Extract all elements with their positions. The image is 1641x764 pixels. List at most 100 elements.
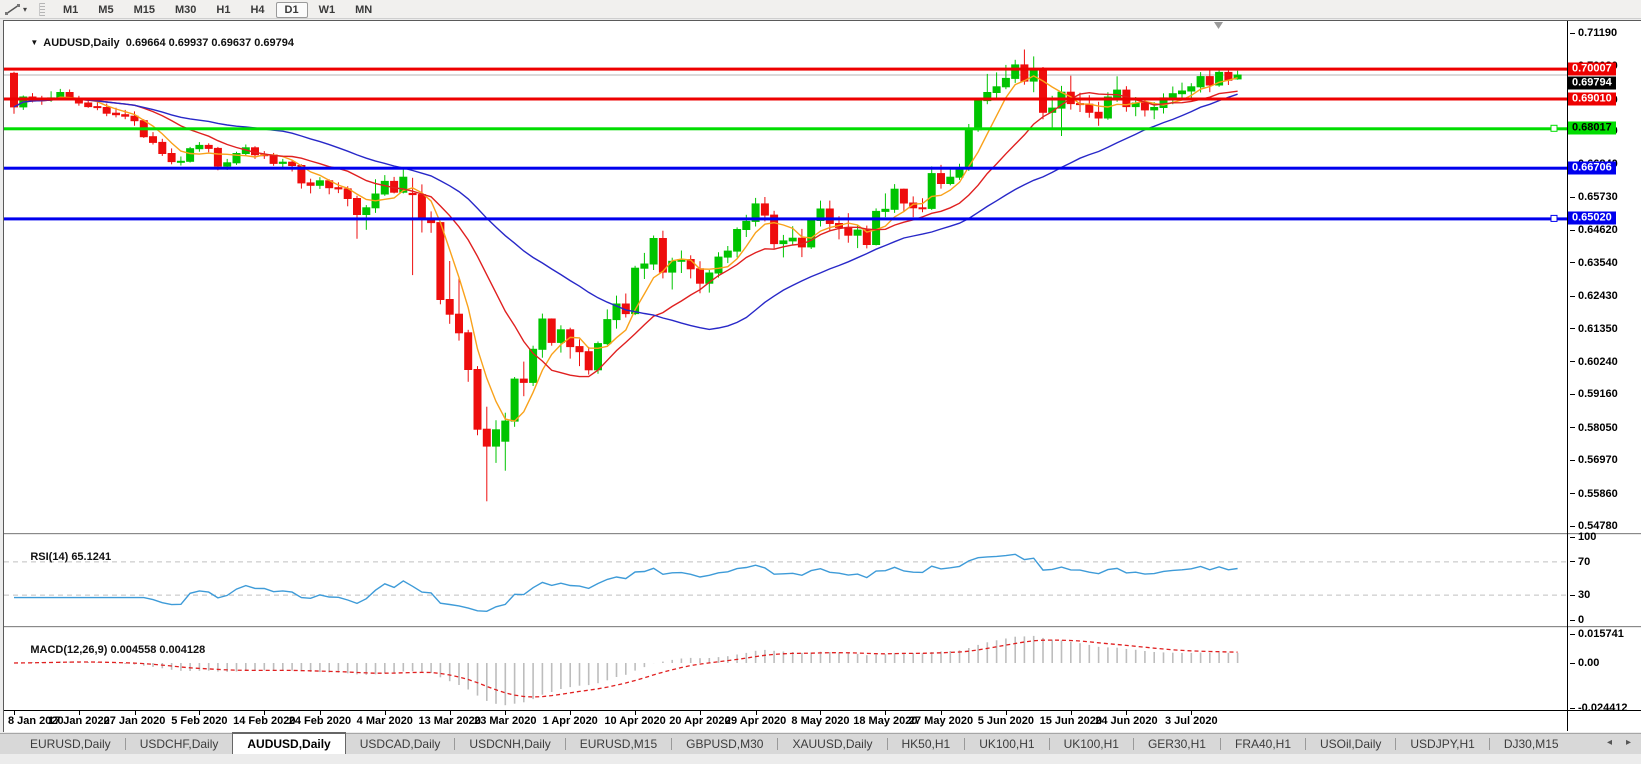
toolbar-grip[interactable] <box>39 2 46 16</box>
date-tick-mark <box>941 711 942 715</box>
chart-window: ▼ AUDUSD,Daily 0.69664 0.69937 0.69637 0.… <box>3 20 1641 732</box>
timeframe-button-mn[interactable]: MN <box>355 4 373 16</box>
macd-axis-tick: 0.015741 <box>1570 628 1624 640</box>
price-axis-tick: 0.55860 <box>1570 488 1618 500</box>
tab-separator <box>1048 738 1050 750</box>
date-label: 13 Mar 2020 <box>418 715 481 727</box>
rsi-axis-tick: 100 <box>1570 531 1596 543</box>
tab-gbpusd-m30[interactable]: GBPUSD,M30 <box>686 736 764 751</box>
tab-audusd-daily[interactable]: AUDUSD,Daily <box>232 732 346 754</box>
tab-fra40-h1[interactable]: FRA40,H1 <box>1234 736 1292 751</box>
rsi-axis-tick: 30 <box>1570 589 1590 601</box>
date-tick-mark <box>319 711 321 715</box>
timeframe-button-h1[interactable]: H1 <box>216 4 231 16</box>
top-toolbar: ▾ M1 M5 M15 M30 H1 H4 D1 W1 MN <box>0 0 1641 19</box>
date-tick-mark <box>264 711 266 715</box>
date-label: 10 Apr 2020 <box>604 715 666 727</box>
price-axis-tick: 0.63540 <box>1570 257 1618 269</box>
tab-separator <box>964 738 966 750</box>
tab-separator <box>454 738 456 750</box>
date-tick-mark <box>134 711 136 715</box>
date-label: 27 Jan 2020 <box>103 715 166 727</box>
date-tick-mark <box>1126 711 1128 715</box>
tab-usdchf-daily[interactable]: USDCHF,Daily <box>139 736 219 751</box>
date-label: 8 Jan 2020 <box>8 715 64 727</box>
price-axis-tick: 0.62430 <box>1570 290 1618 302</box>
timeframe-button-m5[interactable]: M5 <box>98 4 114 16</box>
date-label: 15 Jun 2020 <box>1039 715 1102 727</box>
chevron-down-icon[interactable]: ▾ <box>23 4 28 14</box>
tab-xauusd-daily[interactable]: XAUUSD,Daily <box>792 736 873 751</box>
tab-usoil-daily[interactable]: USOil,Daily <box>1320 736 1382 751</box>
chart-tab-bar: EURUSD,Daily USDCHF,Daily AUDUSD,Daily USDC… <box>0 732 1641 754</box>
price-axis-tick: 0.58050 <box>1570 422 1618 434</box>
date-tick-mark <box>699 711 701 715</box>
macd-axis-tick: 0.00 <box>1570 657 1599 669</box>
date-tick-mark <box>755 711 757 715</box>
date-label: 8 May 2020 <box>791 715 850 727</box>
tab-scroll-left-icon[interactable]: ◂ <box>1606 737 1612 748</box>
date-label: 5 Jun 2020 <box>977 715 1035 727</box>
date-label: 24 Feb 2020 <box>288 715 352 727</box>
date-tick-mark <box>199 711 201 715</box>
price-axis-tick: 0.56970 <box>1570 454 1618 466</box>
macd-label: MACD(12,26,9) 0.004558 0.004128 <box>30 644 206 656</box>
time-axis-line <box>4 710 1641 711</box>
tab-dj30-m15[interactable]: DJ30,M15 <box>1503 736 1559 751</box>
tab-eurusd-m15[interactable]: EURUSD,M15 <box>579 736 658 751</box>
tab-separator <box>1395 738 1397 750</box>
tab-ger30-h1[interactable]: GER30,H1 <box>1147 736 1206 751</box>
price-axis-tick: 0.60240 <box>1570 356 1618 368</box>
pane-separator[interactable] <box>4 626 1641 628</box>
timeframe-button-m15[interactable]: M15 <box>133 4 155 16</box>
date-label: 1 Apr 2020 <box>542 715 598 727</box>
date-label: 4 Mar 2020 <box>356 715 413 727</box>
chart-symbol-label: AUDUSD,Daily <box>43 37 120 49</box>
date-label: 14 Feb 2020 <box>233 715 296 727</box>
tab-separator <box>1219 738 1221 750</box>
chart-tool-button[interactable]: ▾ <box>4 2 27 17</box>
date-tick-mark <box>1191 711 1193 715</box>
hline-price-label: 0.69010 <box>1568 92 1616 105</box>
collapse-triangle-icon[interactable]: ▼ <box>30 38 39 47</box>
chart-title: ▼ AUDUSD,Daily 0.69664 0.69937 0.69637 0.… <box>12 25 294 61</box>
pane-separator[interactable] <box>4 533 1641 535</box>
price-chart-canvas[interactable] <box>4 21 1567 533</box>
timeframe-button-m1[interactable]: M1 <box>63 4 79 16</box>
hline-price-label: 0.65020 <box>1568 211 1616 225</box>
date-tick-mark <box>820 711 822 715</box>
timeframe-button-w1[interactable]: W1 <box>318 4 336 16</box>
price-axis-tick: 0.61350 <box>1570 323 1618 335</box>
tab-usdcad-daily[interactable]: USDCAD,Daily <box>359 736 441 751</box>
date-label: 23 Mar 2020 <box>474 715 537 727</box>
tab-scroll-right-icon[interactable]: ▸ <box>1625 737 1631 748</box>
rsi-indicator-canvas[interactable] <box>4 535 1567 626</box>
timeframe-button-h4[interactable]: H4 <box>250 4 265 16</box>
tab-usdcnh-daily[interactable]: USDCNH,Daily <box>469 736 551 751</box>
tab-uk100-h1[interactable]: UK100,H1 <box>1063 736 1119 751</box>
rsi-label: RSI(14) 65.1241 <box>30 551 112 563</box>
tab-eurusd-daily[interactable]: EURUSD,Daily <box>30 736 111 751</box>
price-axis-tick: 0.71190 <box>1570 27 1617 39</box>
rsi-value: 65.1241 <box>71 551 112 563</box>
current-price-label: 0.69794 <box>1568 76 1616 90</box>
timeframe-button-d1[interactable]: D1 <box>275 2 308 18</box>
date-label: 18 May 2020 <box>853 715 918 727</box>
timeframe-button-m30[interactable]: M30 <box>174 4 197 16</box>
rsi-axis-tick: 70 <box>1570 556 1590 568</box>
price-axis-tick: 0.64620 <box>1570 224 1618 236</box>
tab-usdjpy-h1[interactable]: USDJPY,H1 <box>1410 736 1475 751</box>
rsi-axis-tick: 0 <box>1570 614 1584 626</box>
tab-separator <box>1488 738 1490 750</box>
date-tick-mark <box>635 711 637 715</box>
chart-body[interactable]: ▼ AUDUSD,Daily 0.69664 0.69937 0.69637 0.… <box>4 21 1641 732</box>
tab-hk50-h1[interactable]: HK50,H1 <box>901 736 951 751</box>
date-tick-mark <box>1070 711 1072 715</box>
date-tick-mark <box>449 711 451 715</box>
status-strip <box>0 754 1641 764</box>
macd-indicator-canvas[interactable] <box>4 628 1567 710</box>
chart-ohlc-values: 0.69664 0.69937 0.69637 0.69794 <box>125 37 295 49</box>
tab-separator <box>124 738 126 750</box>
hline-price-label: 0.70007 <box>1568 62 1616 76</box>
tab-uk100-h1[interactable]: UK100,H1 <box>979 736 1035 751</box>
